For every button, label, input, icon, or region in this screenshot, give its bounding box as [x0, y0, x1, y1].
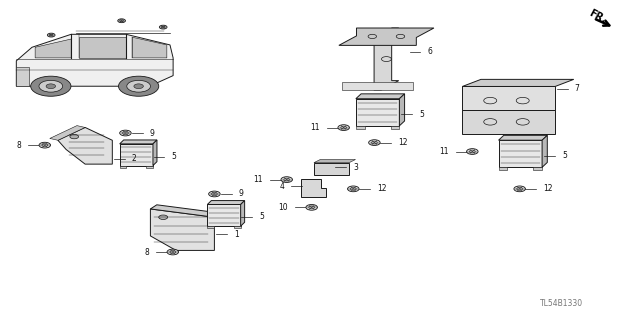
Circle shape: [281, 177, 292, 182]
Circle shape: [47, 33, 55, 37]
Circle shape: [467, 149, 478, 154]
Text: 5: 5: [259, 212, 264, 221]
Circle shape: [167, 249, 179, 255]
Bar: [390, 126, 399, 129]
Text: 8: 8: [17, 141, 21, 150]
Polygon shape: [132, 37, 167, 58]
Text: 11: 11: [439, 147, 449, 156]
Polygon shape: [153, 140, 157, 166]
Circle shape: [39, 80, 63, 92]
Polygon shape: [499, 135, 547, 140]
Polygon shape: [150, 205, 221, 217]
Text: 8: 8: [145, 248, 149, 256]
Polygon shape: [207, 201, 244, 204]
Polygon shape: [399, 94, 404, 126]
Circle shape: [39, 142, 51, 148]
Polygon shape: [314, 160, 356, 163]
Text: 11: 11: [310, 123, 320, 132]
Circle shape: [46, 84, 56, 89]
Circle shape: [120, 130, 131, 136]
Polygon shape: [120, 140, 157, 144]
Polygon shape: [339, 28, 434, 45]
Polygon shape: [241, 201, 244, 226]
Bar: [499, 167, 508, 170]
Polygon shape: [463, 86, 556, 110]
Circle shape: [118, 19, 125, 23]
Circle shape: [348, 186, 359, 192]
Text: 12: 12: [377, 184, 387, 193]
Text: 10: 10: [278, 203, 288, 212]
Polygon shape: [50, 126, 85, 140]
Text: 9: 9: [150, 129, 155, 137]
Text: 9: 9: [239, 189, 244, 198]
Text: 6: 6: [428, 47, 433, 56]
Polygon shape: [16, 34, 173, 86]
Text: 2: 2: [132, 154, 136, 163]
Circle shape: [159, 25, 167, 29]
Bar: [207, 226, 214, 228]
Polygon shape: [499, 140, 542, 167]
Text: 12: 12: [543, 184, 553, 193]
Text: 4: 4: [279, 182, 284, 191]
Polygon shape: [542, 135, 547, 167]
Text: 5: 5: [172, 152, 177, 161]
Polygon shape: [58, 127, 113, 164]
Text: TL54B1330: TL54B1330: [540, 299, 584, 308]
Text: 11: 11: [253, 175, 263, 184]
Polygon shape: [150, 209, 214, 250]
Polygon shape: [16, 67, 29, 86]
Polygon shape: [35, 39, 71, 58]
Circle shape: [338, 125, 349, 130]
Polygon shape: [207, 204, 241, 226]
Text: 7: 7: [575, 84, 580, 93]
Circle shape: [159, 215, 168, 219]
Bar: [234, 226, 241, 228]
Bar: [147, 166, 153, 168]
Polygon shape: [79, 37, 126, 58]
Polygon shape: [356, 99, 399, 126]
Text: 1: 1: [234, 230, 239, 239]
Circle shape: [209, 191, 220, 197]
Polygon shape: [374, 28, 399, 90]
Circle shape: [31, 76, 71, 96]
Polygon shape: [301, 179, 326, 197]
Circle shape: [70, 134, 79, 139]
Text: 5: 5: [562, 151, 567, 160]
Text: 3: 3: [353, 163, 358, 172]
Circle shape: [306, 204, 317, 210]
Polygon shape: [356, 94, 404, 99]
Polygon shape: [314, 163, 349, 175]
Circle shape: [127, 80, 150, 92]
Circle shape: [369, 140, 380, 145]
Polygon shape: [342, 82, 413, 90]
Circle shape: [514, 186, 525, 192]
Circle shape: [118, 76, 159, 96]
Bar: [533, 167, 542, 170]
Text: 5: 5: [419, 110, 424, 119]
Bar: [356, 126, 365, 129]
Polygon shape: [120, 144, 153, 166]
Polygon shape: [463, 79, 574, 86]
Circle shape: [134, 84, 143, 89]
Polygon shape: [463, 110, 556, 134]
Bar: [120, 166, 126, 168]
Text: 12: 12: [398, 138, 408, 147]
Text: FR.: FR.: [587, 8, 607, 25]
